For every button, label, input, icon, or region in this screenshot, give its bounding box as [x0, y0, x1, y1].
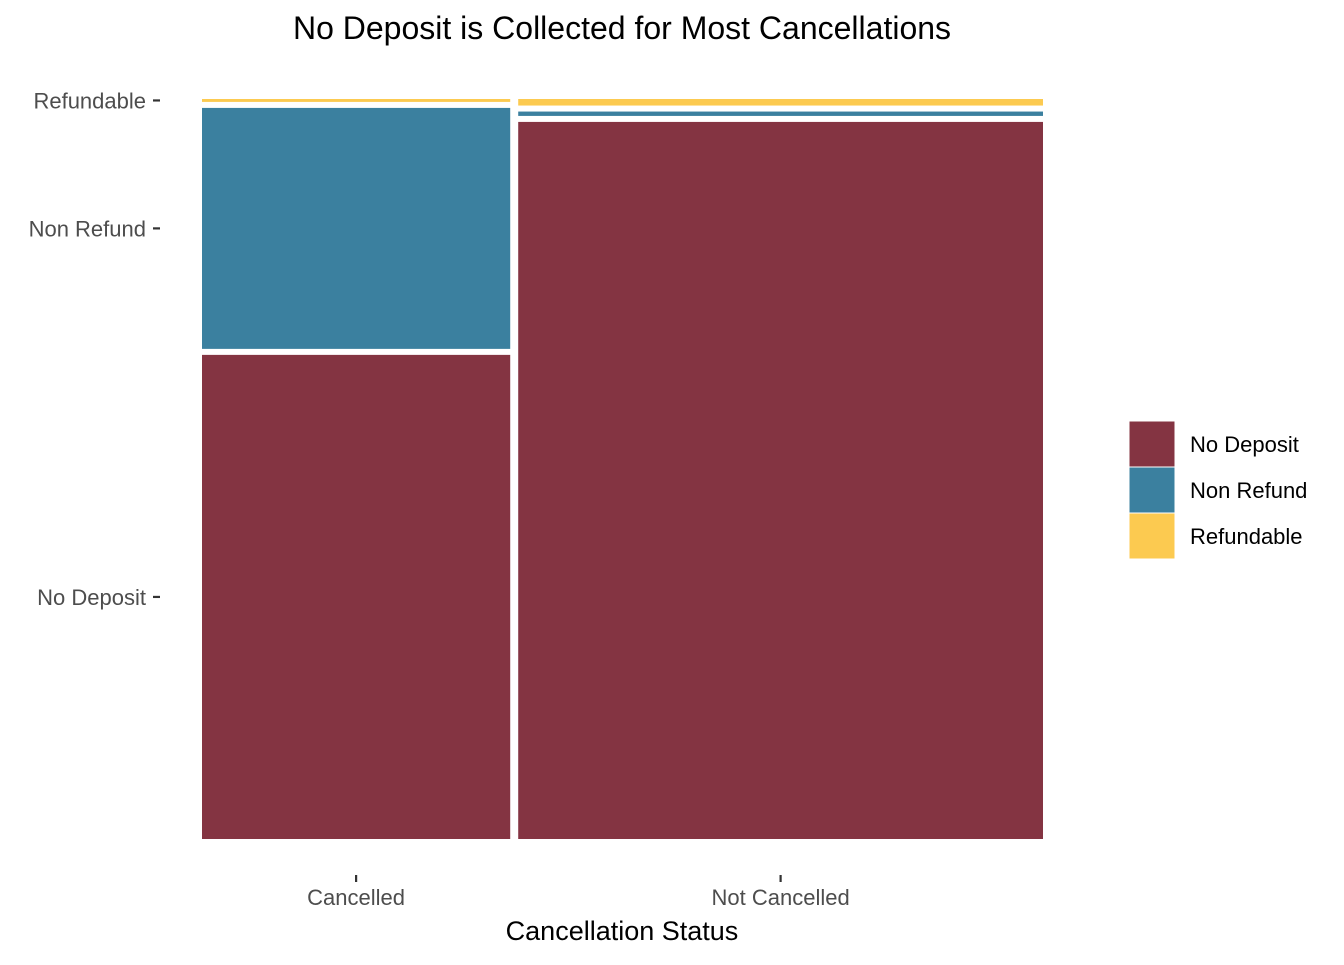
- tile-cancelled-refundable: [202, 99, 511, 102]
- y-tick-label-refundable: Refundable: [33, 88, 146, 113]
- y-tick-label-non-refund: Non Refund: [29, 216, 146, 241]
- legend-key-non-refund: [1128, 466, 1176, 514]
- legend-label-refundable: Refundable: [1190, 524, 1303, 549]
- x-axis: Cancelled Not Cancelled: [307, 875, 850, 910]
- x-tick-label-cancelled: Cancelled: [307, 885, 405, 910]
- tile-not-cancelled-no-deposit: [518, 121, 1043, 840]
- x-axis-title: Cancellation Status: [506, 916, 739, 946]
- legend-label-non-refund: Non Refund: [1190, 478, 1307, 503]
- tile-cancelled-non-refund: [202, 107, 511, 349]
- y-axis: No Deposit Non Refund Refundable: [29, 88, 160, 610]
- tile-cancelled-no-deposit: [202, 354, 511, 839]
- y-tick-label-no-deposit: No Deposit: [37, 585, 146, 610]
- tile-not-cancelled-non-refund: [518, 111, 1043, 116]
- legend: No Deposit Non Refund Refundable: [1128, 420, 1307, 560]
- legend-label-no-deposit: No Deposit: [1190, 432, 1299, 457]
- x-tick-label-not-cancelled: Not Cancelled: [712, 885, 850, 910]
- chart-title: No Deposit is Collected for Most Cancell…: [293, 10, 951, 46]
- plot-panel: [202, 99, 1043, 840]
- tile-not-cancelled-refundable: [518, 99, 1043, 106]
- legend-key-refundable: [1128, 512, 1176, 560]
- legend-key-no-deposit: [1128, 420, 1176, 468]
